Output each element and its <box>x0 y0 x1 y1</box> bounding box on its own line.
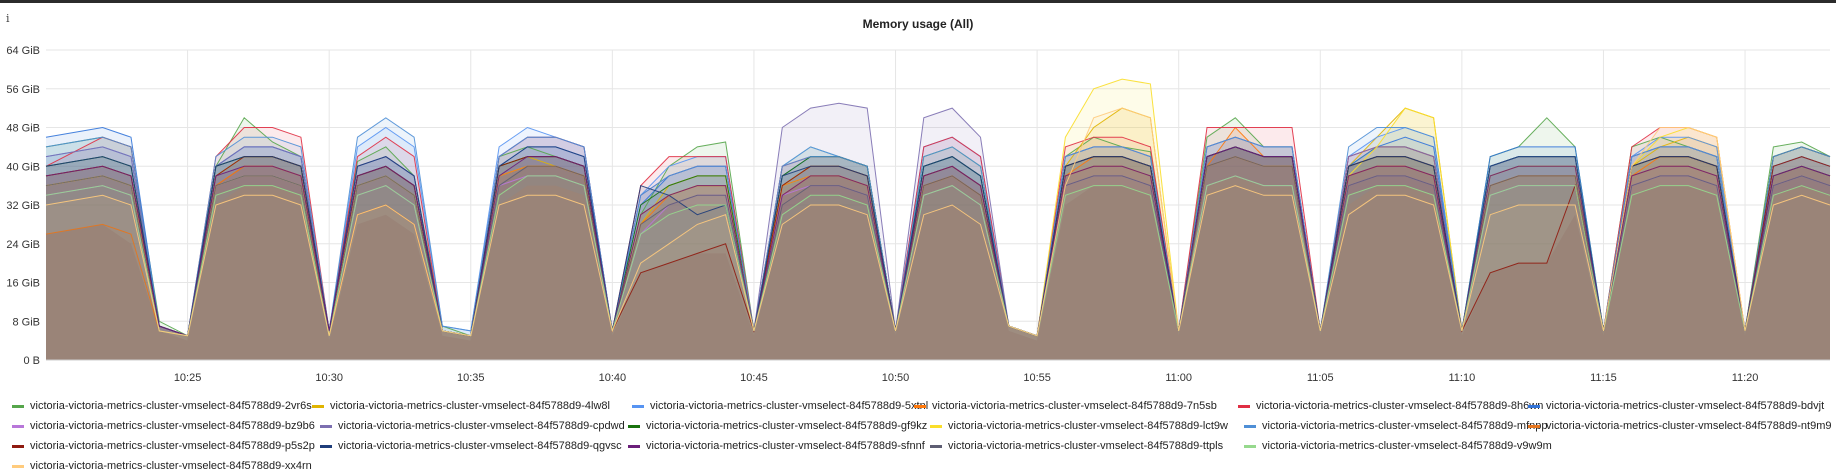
x-tick-label: 11:00 <box>1165 372 1192 384</box>
legend-swatch <box>930 424 942 428</box>
y-tick-label: 8 GiB <box>12 316 40 328</box>
legend-label: victoria-victoria-metrics-cluster-vmsele… <box>650 400 929 412</box>
y-tick-label: 24 GiB <box>6 239 40 251</box>
chart-title: Memory usage (All) <box>862 17 974 31</box>
legend-label: victoria-victoria-metrics-cluster-vmsele… <box>1546 420 1832 432</box>
legend-item[interactable]: victoria-victoria-metrics-cluster-vmsele… <box>1238 396 1543 416</box>
legend-label: victoria-victoria-metrics-cluster-vmsele… <box>30 420 315 432</box>
x-tick-label: 10:45 <box>740 372 768 384</box>
legend-label: victoria-victoria-metrics-cluster-vmsele… <box>330 400 610 412</box>
x-tick-label: 10:40 <box>599 372 627 384</box>
y-tick-label: 0 B <box>23 355 40 367</box>
x-tick-label: 11:15 <box>1590 372 1617 384</box>
legend-label: victoria-victoria-metrics-cluster-vmsele… <box>338 420 625 432</box>
legend-item[interactable]: victoria-victoria-metrics-cluster-vmsele… <box>1528 416 1831 436</box>
legend-item[interactable]: victoria-victoria-metrics-cluster-vmsele… <box>632 396 928 416</box>
legend-swatch <box>12 464 24 468</box>
x-tick-label: 10:50 <box>882 372 910 384</box>
x-tick-label: 11:20 <box>1732 372 1759 384</box>
legend-swatch <box>628 444 640 448</box>
legend-item[interactable]: victoria-victoria-metrics-cluster-vmsele… <box>12 436 315 456</box>
legend-item[interactable]: victoria-victoria-metrics-cluster-vmsele… <box>628 436 925 456</box>
legend-label: victoria-victoria-metrics-cluster-vmsele… <box>646 440 925 452</box>
legend-item[interactable]: victoria-victoria-metrics-cluster-vmsele… <box>914 396 1217 416</box>
legend-swatch <box>12 444 24 448</box>
series-line-13[interactable] <box>45 146 1831 337</box>
y-tick-label: 64 GiB <box>6 45 40 57</box>
legend-swatch <box>320 444 332 448</box>
x-tick-label: 11:05 <box>1307 372 1334 384</box>
legend-swatch <box>1238 404 1250 408</box>
x-tick-label: 10:25 <box>174 372 202 384</box>
legend-label: victoria-victoria-metrics-cluster-vmsele… <box>1262 440 1552 452</box>
legend-swatch <box>1244 424 1256 428</box>
legend-item[interactable]: victoria-victoria-metrics-cluster-vmsele… <box>628 416 927 436</box>
legend-swatch <box>628 424 640 428</box>
legend-label: victoria-victoria-metrics-cluster-vmsele… <box>30 440 315 452</box>
legend-label: victoria-victoria-metrics-cluster-vmsele… <box>1256 400 1544 412</box>
legend-item[interactable]: victoria-victoria-metrics-cluster-vmsele… <box>1244 436 1552 456</box>
legend-item[interactable]: victoria-victoria-metrics-cluster-vmsele… <box>312 396 610 416</box>
legend-swatch <box>312 404 324 408</box>
legend-label: victoria-victoria-metrics-cluster-vmsele… <box>30 460 312 472</box>
x-tick-label: 11:10 <box>1449 372 1476 384</box>
legend-swatch <box>914 404 926 408</box>
y-tick-label: 16 GiB <box>6 278 40 290</box>
legend-label: victoria-victoria-metrics-cluster-vmsele… <box>338 440 622 452</box>
chart-svg[interactable]: 0 B 8 GiB 16 GiB 24 GiB 32 GiB 40 GiB 48 GiB 56… <box>0 3 1836 393</box>
legend-label: victoria-victoria-metrics-cluster-vmsele… <box>1262 420 1548 432</box>
legend-label: victoria-victoria-metrics-cluster-vmsele… <box>1546 400 1825 412</box>
legend-label: victoria-victoria-metrics-cluster-vmsele… <box>646 420 928 432</box>
legend-label: victoria-victoria-metrics-cluster-vmsele… <box>30 400 312 412</box>
legend-swatch <box>1528 404 1540 408</box>
legend-swatch <box>632 404 644 408</box>
series-line-16[interactable] <box>45 175 1831 337</box>
legend-item[interactable]: victoria-victoria-metrics-cluster-vmsele… <box>12 396 312 416</box>
overlap-floor-area <box>46 175 1830 360</box>
legend-label: victoria-victoria-metrics-cluster-vmsele… <box>948 440 1224 452</box>
y-tick-label: 48 GiB <box>6 123 40 135</box>
info-icon[interactable]: i <box>6 12 10 25</box>
legend-label: victoria-victoria-metrics-cluster-vmsele… <box>932 400 1217 412</box>
legend-item[interactable]: victoria-victoria-metrics-cluster-vmsele… <box>320 416 625 436</box>
y-tick-label: 56 GiB <box>6 84 40 96</box>
line-layer <box>45 78 1831 361</box>
legend-label: victoria-victoria-metrics-cluster-vmsele… <box>948 420 1228 432</box>
series-line-15[interactable] <box>45 156 1831 337</box>
legend-item[interactable]: victoria-victoria-metrics-cluster-vmsele… <box>930 436 1223 456</box>
x-axis: 10:25 10:30 10:35 10:40 10:45 10:50 10:55 11:00… <box>174 372 1759 384</box>
legend-item[interactable]: victoria-victoria-metrics-cluster-vmsele… <box>1528 396 1824 416</box>
x-tick-label: 10:55 <box>1023 372 1051 384</box>
legend-swatch <box>12 404 24 408</box>
y-tick-label: 40 GiB <box>6 161 40 173</box>
legend-swatch <box>1244 444 1256 448</box>
series-line-17[interactable] <box>45 107 1831 337</box>
y-tick-label: 32 GiB <box>6 200 40 212</box>
y-axis: 0 B 8 GiB 16 GiB 24 GiB 32 GiB 40 GiB 48 GiB 56… <box>6 45 40 367</box>
legend-item[interactable]: victoria-victoria-metrics-cluster-vmsele… <box>1244 416 1547 436</box>
legend-swatch <box>320 424 332 428</box>
x-tick-label: 10:35 <box>457 372 485 384</box>
legend-item[interactable]: victoria-victoria-metrics-cluster-vmsele… <box>930 416 1228 436</box>
legend-item[interactable]: victoria-victoria-metrics-cluster-vmsele… <box>320 436 622 456</box>
legend-item[interactable]: victoria-victoria-metrics-cluster-vmsele… <box>12 416 315 436</box>
legend-swatch <box>930 444 942 448</box>
series-line-14[interactable] <box>45 146 1831 337</box>
legend-swatch <box>12 424 24 428</box>
legend-swatch <box>1528 424 1540 428</box>
legend-item[interactable]: victoria-victoria-metrics-cluster-vmsele… <box>12 456 312 476</box>
x-tick-label: 10:30 <box>315 372 343 384</box>
